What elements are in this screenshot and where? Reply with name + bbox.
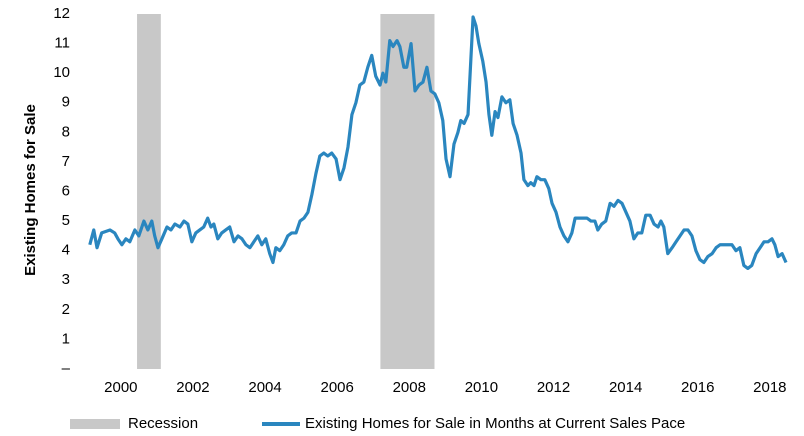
- x-tick-label: 2008: [393, 379, 426, 396]
- legend-label: Existing Homes for Sale in Months at Cur…: [305, 415, 685, 432]
- y-tick-label: 4: [62, 242, 70, 259]
- x-tick-label: 2010: [465, 379, 498, 396]
- y-tick-label: 10: [53, 64, 70, 81]
- legend-label: Recession: [128, 415, 198, 432]
- x-tick-label: 2004: [248, 379, 281, 396]
- x-tick-label: 2006: [320, 379, 353, 396]
- recession-band: [137, 14, 161, 369]
- x-tick-label: 2018: [753, 379, 786, 396]
- y-tick-label: 5: [62, 212, 70, 229]
- y-tick-label: 12: [53, 5, 70, 22]
- y-tick-label: 3: [62, 271, 70, 288]
- x-tick-label: 2012: [537, 379, 570, 396]
- x-tick-label: 2016: [681, 379, 714, 396]
- x-tick-label: 2002: [176, 379, 209, 396]
- data-line: [88, 15, 788, 271]
- x-tick-label: 2014: [609, 379, 642, 396]
- y-tick-label: 8: [62, 123, 70, 140]
- y-tick-label: 7: [62, 153, 70, 170]
- legend-swatch: [70, 419, 120, 429]
- y-tick-label: 9: [62, 94, 70, 111]
- y-axis-label: Existing Homes for Sale: [22, 104, 39, 276]
- y-tick-label: 2: [62, 301, 70, 318]
- y-tick-label: 11: [54, 35, 70, 52]
- x-tick-label: 2000: [104, 379, 137, 396]
- y-tick-label: –: [62, 360, 71, 377]
- y-tick-label: 6: [62, 182, 70, 199]
- y-tick-label: 1: [62, 330, 70, 347]
